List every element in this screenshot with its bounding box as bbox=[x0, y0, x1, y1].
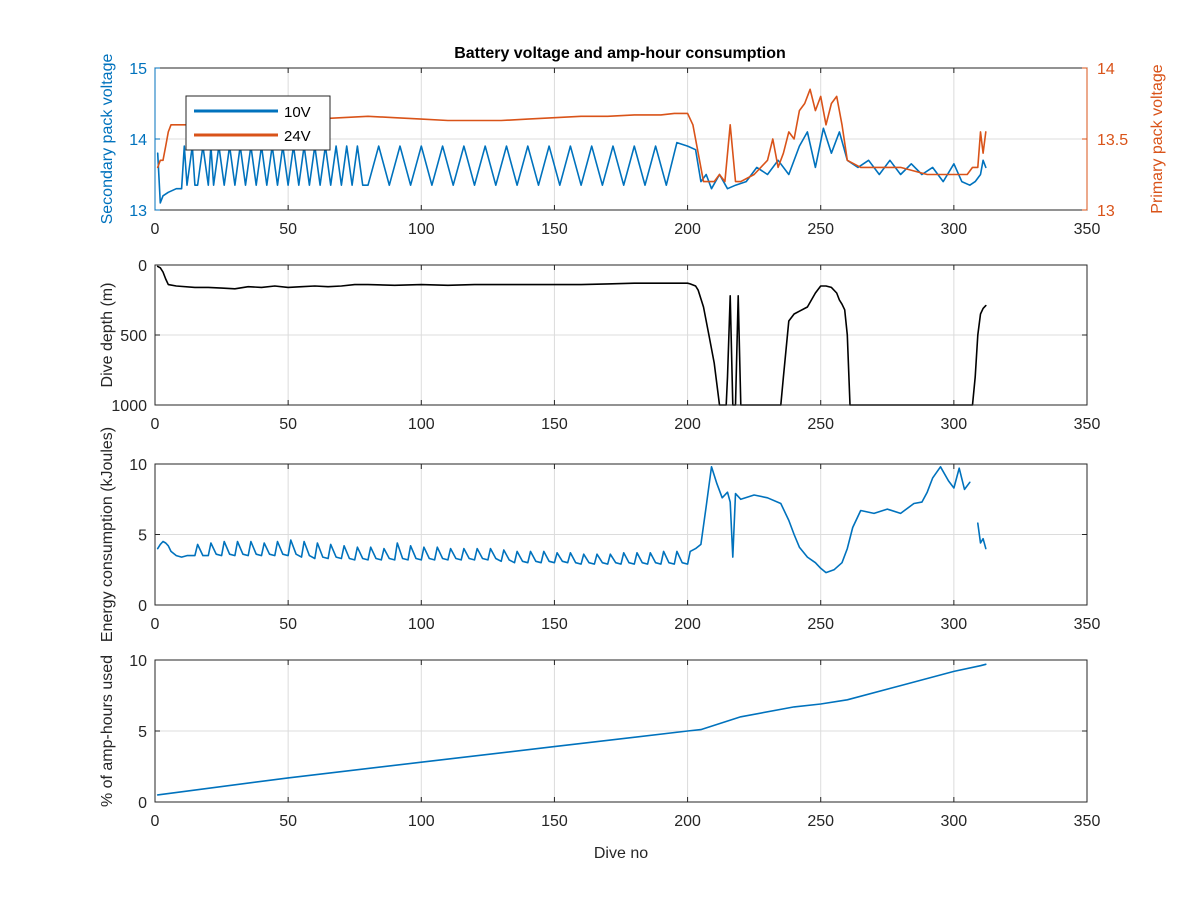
plot-2-y-tick-label: 500 bbox=[120, 328, 147, 345]
plot-4-x-tick-label: 0 bbox=[151, 813, 160, 830]
plot-2-y-tick-label: 0 bbox=[138, 258, 147, 275]
plot-2-x-tick-label: 350 bbox=[1074, 416, 1101, 433]
plot-3-y-tick-label: 10 bbox=[129, 457, 147, 474]
plot-4-x-tick-label: 300 bbox=[941, 813, 968, 830]
plot-2-x-tick-label: 100 bbox=[408, 416, 435, 433]
plot-3-y-tick-label: 0 bbox=[138, 598, 147, 615]
plot-4-x-tick-label: 100 bbox=[408, 813, 435, 830]
right-y-tick-label: 14 bbox=[1097, 61, 1115, 78]
grid-layer bbox=[155, 68, 1087, 802]
plot-4-x-tick-label: 350 bbox=[1074, 813, 1101, 830]
plot-3-y-tick-label: 5 bbox=[138, 528, 147, 545]
plot-1-y-tick-label: 15 bbox=[129, 61, 147, 78]
plot-2-y-tick-label: 1000 bbox=[111, 398, 147, 415]
plot-4-x-tick-label: 200 bbox=[674, 813, 701, 830]
plot-2-x-tick-label: 50 bbox=[279, 416, 297, 433]
plot-3-x-tick-label: 100 bbox=[408, 616, 435, 633]
legend-label-24v: 24V bbox=[284, 128, 311, 145]
plot-3-x-tick-label: 50 bbox=[279, 616, 297, 633]
plot-1-x-tick-label: 300 bbox=[941, 221, 968, 238]
plot-1-x-tick-label: 150 bbox=[541, 221, 568, 238]
plot-2-x-tick-label: 250 bbox=[807, 416, 834, 433]
plot-4-y-tick-label: 0 bbox=[138, 795, 147, 812]
plot-4-y-axis-label: % of amp-hours used bbox=[99, 655, 116, 807]
right-y-tick-label: 13 bbox=[1097, 203, 1115, 220]
plot-3-x-tick-label: 150 bbox=[541, 616, 568, 633]
plot-2-y-axis-label: Dive depth (m) bbox=[99, 283, 116, 388]
plot-2-x-tick-label: 0 bbox=[151, 416, 160, 433]
legend-box bbox=[185, 95, 331, 151]
plot-1-y-tick-label: 14 bbox=[129, 132, 147, 149]
plot-4-y-tick-label: 10 bbox=[129, 653, 147, 670]
plot-1-x-tick-label: 350 bbox=[1074, 221, 1101, 238]
series-10v-line bbox=[156, 127, 987, 204]
plot-4-y-tick-label: 5 bbox=[138, 724, 147, 741]
plot-3-x-tick-label: 300 bbox=[941, 616, 968, 633]
plot-3-x-tick-label: 250 bbox=[807, 616, 834, 633]
plot-2-x-tick-label: 300 bbox=[941, 416, 968, 433]
plot-1-x-tick-label: 100 bbox=[408, 221, 435, 238]
plot-1-y-tick-label: 13 bbox=[129, 203, 147, 220]
plot-3-series-1-line bbox=[156, 465, 971, 574]
plot-3-y-axis-label: Energy consumption (kJoules) bbox=[99, 427, 116, 642]
plot-3-x-tick-label: 0 bbox=[151, 616, 160, 633]
legend-label-10v: 10V bbox=[284, 104, 311, 121]
plot-4-x-axis-label: Dive no bbox=[594, 845, 648, 862]
plot-3-series-2-line bbox=[976, 522, 987, 550]
plot-3-x-tick-label: 350 bbox=[1074, 616, 1101, 633]
plot-1-x-tick-label: 0 bbox=[151, 221, 160, 238]
plot-4-x-tick-label: 250 bbox=[807, 813, 834, 830]
figure-title: Battery voltage and amp-hour consumption bbox=[454, 45, 786, 62]
plot-1-x-tick-label: 50 bbox=[279, 221, 297, 238]
plot-2-x-tick-label: 150 bbox=[541, 416, 568, 433]
plot-1-x-tick-label: 200 bbox=[674, 221, 701, 238]
plot-4-x-tick-label: 50 bbox=[279, 813, 297, 830]
right-y-axis-label: Primary pack voltage bbox=[1149, 64, 1166, 213]
plot-4-series-1-line bbox=[156, 663, 987, 796]
plot-1-y-axis-label: Secondary pack voltage bbox=[99, 54, 116, 225]
plot-1-x-tick-label: 250 bbox=[807, 221, 834, 238]
right-y-tick-label: 13.5 bbox=[1097, 132, 1128, 149]
plot-3-x-tick-label: 200 bbox=[674, 616, 701, 633]
plot-2-x-tick-label: 200 bbox=[674, 416, 701, 433]
plot-4-x-tick-label: 150 bbox=[541, 813, 568, 830]
